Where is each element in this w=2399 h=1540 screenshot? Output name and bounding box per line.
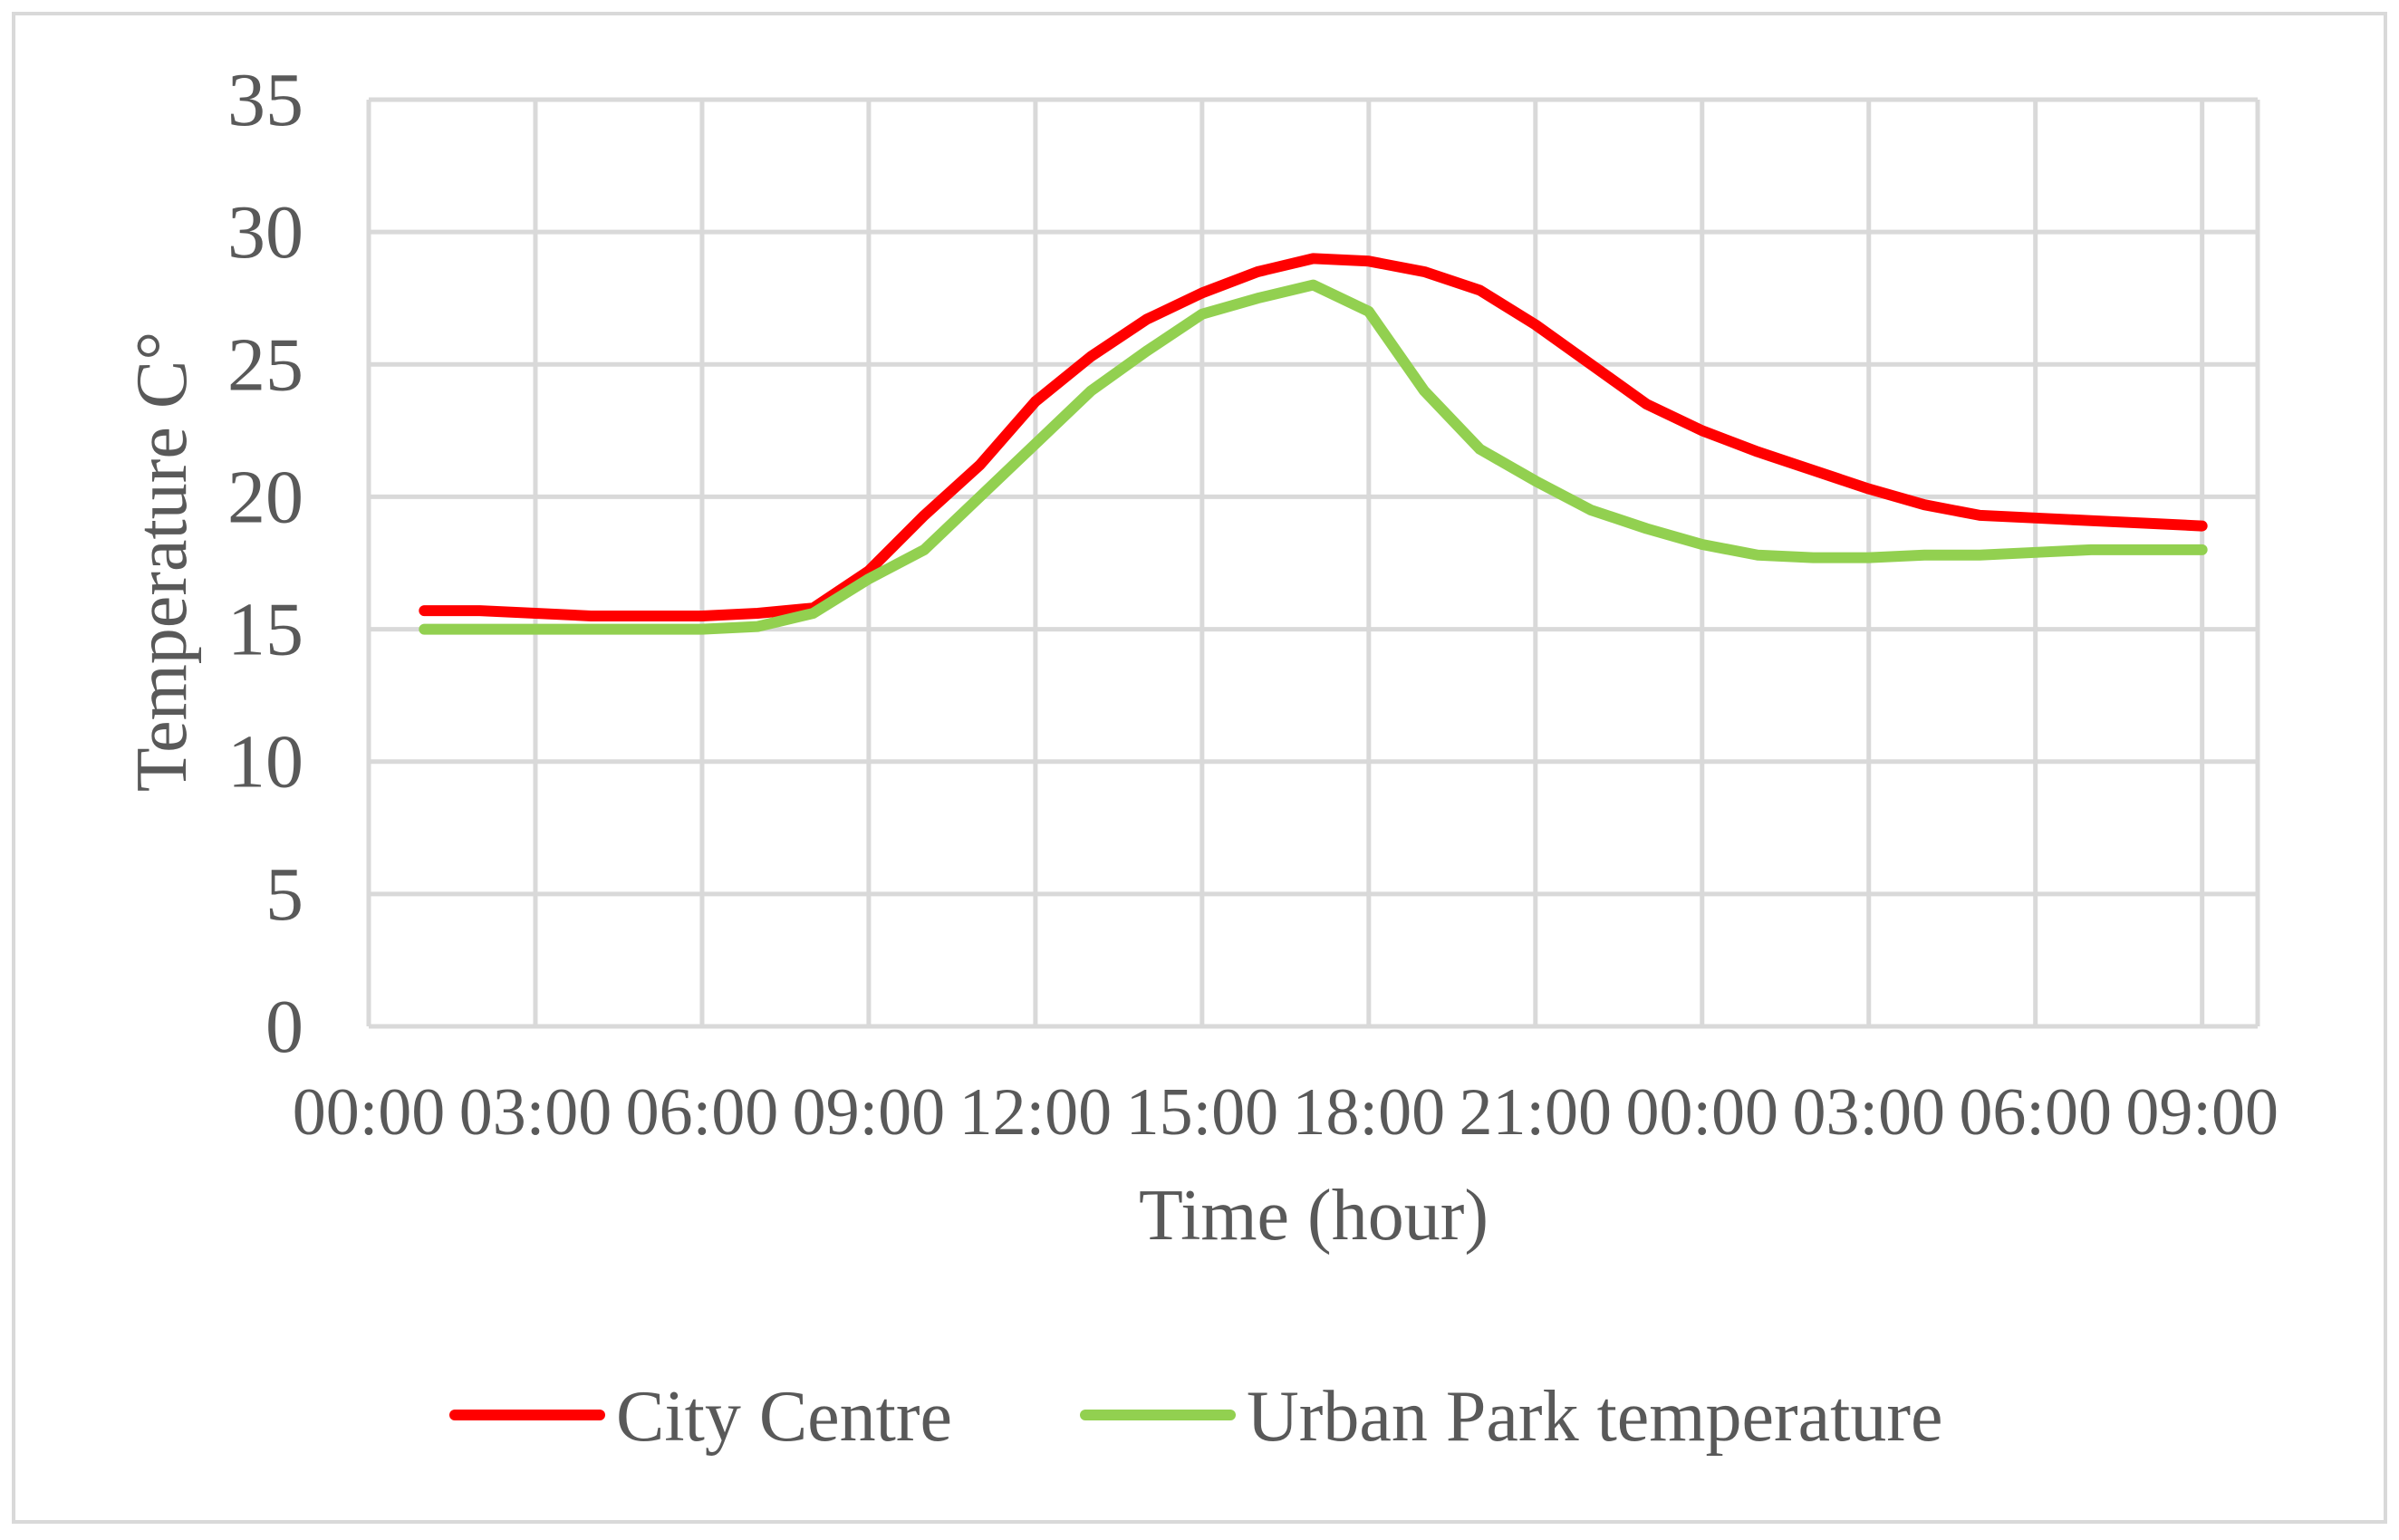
x-axis-title: Time (hour) (1139, 1176, 1489, 1256)
y-tick-label: 30 (227, 190, 303, 274)
x-tick-label: 06:00 (626, 1075, 779, 1150)
x-tick-label: 21:00 (1460, 1075, 1613, 1150)
y-tick-label: 10 (227, 720, 303, 804)
x-tick-label: 03:00 (459, 1075, 612, 1150)
y-tick-label: 15 (227, 588, 303, 672)
legend-label: Urban Park temperature (1247, 1377, 1943, 1457)
y-axis-title: Temperature C° (122, 332, 202, 792)
x-tick-label: 09:00 (793, 1075, 946, 1150)
chart-border (12, 12, 2387, 1524)
x-tick-label: 15:00 (1126, 1075, 1279, 1150)
legend: City Centre Urban Park temperature (449, 1377, 1943, 1457)
x-tick-label: 09:00 (2125, 1075, 2279, 1150)
x-tick-label: 03:00 (1792, 1075, 1945, 1150)
series-line-urban-park (419, 279, 2208, 635)
x-tick-label: 18:00 (1293, 1075, 1446, 1150)
x-tick-label: 00:00 (293, 1075, 446, 1150)
y-tick-label: 35 (227, 58, 303, 142)
x-tick-label: 12:00 (959, 1075, 1113, 1150)
x-tick-label: 06:00 (1959, 1075, 2112, 1150)
series-line-city-centre (419, 253, 2208, 621)
legend-label: City Centre (616, 1377, 952, 1457)
y-tick-label: 0 (265, 985, 303, 1069)
grid-lines (366, 97, 2260, 1029)
y-tick-label: 5 (265, 852, 303, 937)
y-tick-label: 20 (227, 455, 303, 539)
y-tick-label: 25 (227, 322, 303, 407)
series-lines (419, 253, 2208, 635)
x-tick-label: 00:00 (1625, 1075, 1778, 1150)
